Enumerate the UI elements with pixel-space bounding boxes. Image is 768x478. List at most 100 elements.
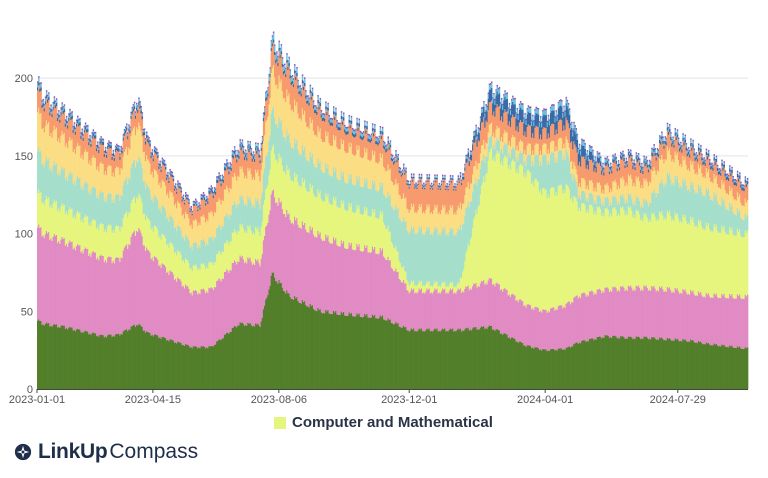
bar-segment-5: [239, 147, 241, 167]
bar-segment-7: [38, 77, 40, 83]
bar-segment-0: [554, 350, 556, 389]
bar-segment-0: [284, 291, 286, 389]
bar-segment-2: [359, 213, 362, 251]
bar-segment-8: [326, 107, 328, 109]
bar-segment-5: [538, 139, 541, 156]
bar-segment-7: [474, 132, 476, 136]
bar-segment-7: [84, 124, 87, 127]
bar-segment-1: [43, 238, 46, 326]
bar-segment-2: [142, 213, 145, 246]
bar-segment-1: [635, 285, 638, 337]
bar-segment-0: [212, 346, 215, 389]
bar-segment-5: [301, 83, 304, 109]
bar-segment-5: [195, 203, 197, 219]
bar-segment-6: [315, 110, 317, 114]
bar-segment-5: [439, 189, 442, 215]
bar-segment-8: [74, 127, 77, 130]
bar-segment-5: [487, 110, 490, 133]
bar-segment-0: [551, 348, 553, 389]
bar-segment-6: [618, 167, 621, 171]
bar-segment-1: [539, 310, 542, 350]
bar-segment-6: [280, 51, 283, 55]
bar-segment-7: [286, 54, 288, 60]
bar-segment-8: [531, 119, 533, 122]
bar-segment-8: [47, 94, 49, 97]
bar-segment-7: [645, 157, 648, 162]
bar-segment-5: [364, 128, 366, 148]
bar-segment-4: [241, 166, 244, 196]
bar-segment-3: [596, 194, 599, 207]
bar-segment-0: [403, 325, 405, 389]
bar-segment-4: [509, 146, 512, 158]
bar-segment-0: [494, 330, 496, 389]
bar-segment-7: [503, 95, 505, 101]
bar-segment-2: [624, 215, 626, 291]
bar-segment-5: [517, 131, 520, 151]
bar-segment-3: [503, 145, 505, 159]
bar-segment-6: [285, 74, 287, 78]
bar-segment-8: [395, 150, 397, 152]
bar-segment-4: [527, 142, 530, 155]
bar-segment-5: [430, 187, 433, 212]
bar-segment-8: [559, 99, 562, 101]
bar-segment-6: [48, 96, 50, 101]
bar-segment-3: [308, 161, 310, 193]
bar-segment-4: [424, 213, 426, 235]
bar-segment-6: [309, 90, 312, 94]
bar-segment-5: [551, 124, 553, 141]
bar-segment-0: [68, 327, 70, 389]
bar-segment-4: [523, 153, 525, 165]
bar-segment-0: [158, 338, 160, 389]
bar-segment-8: [587, 155, 590, 157]
bar-segment-6: [601, 170, 603, 175]
bar-segment-5: [460, 185, 463, 210]
bar-segment-3: [350, 174, 353, 204]
bar-segment-6: [376, 141, 378, 145]
bar-segment-0: [453, 331, 455, 389]
bar-segment-3: [616, 204, 619, 216]
bar-segment-2: [64, 214, 67, 246]
bar-segment-6: [350, 120, 353, 124]
bar-segment-7: [241, 141, 244, 145]
bar-segment-2: [503, 158, 505, 289]
bar-segment-5: [176, 193, 178, 209]
bar-segment-7: [140, 107, 142, 111]
bar-segment-4: [533, 155, 535, 166]
bar-segment-3: [42, 163, 45, 202]
bar-segment-6: [246, 157, 248, 161]
bar-segment-0: [327, 310, 329, 389]
bar-segment-3: [478, 178, 481, 206]
bar-segment-5: [559, 119, 562, 138]
bar-segment-3: [255, 198, 257, 227]
bar-segment-5: [556, 133, 559, 151]
bar-segment-8: [263, 106, 266, 108]
bar-segment-1: [376, 253, 378, 319]
bar-segment-3: [555, 158, 557, 192]
bar-segment-3: [574, 178, 576, 198]
bar-segment-5: [203, 200, 206, 218]
bar-segment-2: [581, 203, 583, 294]
bar-segment-3: [563, 155, 565, 190]
bar-segment-6: [189, 210, 191, 213]
bar-segment-6: [357, 127, 359, 132]
bar-segment-8: [425, 180, 427, 183]
bar-segment-3: [409, 231, 412, 285]
bar-segment-7: [337, 123, 339, 127]
bar-segment-4: [213, 211, 216, 237]
bar-segment-5: [338, 130, 340, 150]
bar-segment-1: [406, 290, 408, 331]
bar-segment-5: [295, 80, 297, 106]
bar-segment-0: [156, 334, 158, 389]
bar-segment-2: [403, 266, 405, 280]
bar-segment-0: [499, 333, 502, 389]
bar-segment-3: [465, 207, 467, 254]
bar-segment-8: [454, 183, 456, 185]
bar-segment-4: [269, 97, 272, 136]
bar-segment-6: [107, 145, 109, 149]
bar-segment-2: [632, 217, 634, 291]
bar-segment-7: [415, 184, 417, 186]
bar-segment-0: [365, 315, 367, 389]
bar-segment-5: [296, 76, 298, 103]
bar-segment-3: [266, 154, 268, 188]
bar-segment-2: [527, 169, 530, 305]
